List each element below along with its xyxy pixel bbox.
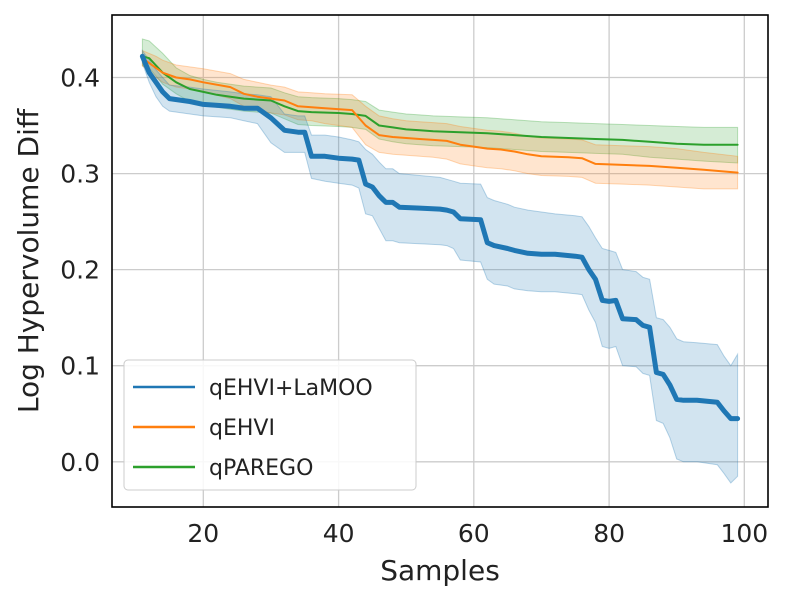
legend-label-qehvi-lamoo: qEHVI+LaMOO xyxy=(209,376,373,401)
line-qparego xyxy=(141,55,739,146)
x-tick-label: 100 xyxy=(720,519,768,548)
x-tick-label: 40 xyxy=(323,519,355,548)
line-qehvi-lamoo xyxy=(139,53,741,422)
x-tick-label: 60 xyxy=(458,519,490,548)
y-tick-labels: 0.0 0.1 0.2 0.3 0.4 xyxy=(60,64,100,477)
line-qehvi xyxy=(141,57,739,174)
x-tick-labels: 20 40 60 80 100 xyxy=(187,519,768,548)
x-tick-label: 20 xyxy=(187,519,219,548)
legend-label-qehvi: qEHVI xyxy=(209,416,275,441)
plot-frame xyxy=(111,14,769,508)
band-qehvi xyxy=(141,49,739,190)
y-tick-label: 0.1 xyxy=(60,352,100,381)
y-tick-label: 0.3 xyxy=(60,160,100,189)
x-tick-label: 80 xyxy=(593,519,625,548)
legend-box xyxy=(123,359,417,491)
y-axis-label: Log Hypervolume Diff xyxy=(12,108,45,413)
confidence-bands xyxy=(141,38,739,484)
y-tick-label: 0.2 xyxy=(60,256,100,285)
band-qparego xyxy=(141,38,739,164)
band-qehvi-lamoo xyxy=(141,49,739,484)
legend-label-qparego: qPAREGO xyxy=(209,456,313,481)
x-axis-label: Samples xyxy=(380,554,500,587)
legend: qEHVI+LaMOO qEHVI qPAREGO xyxy=(123,359,417,491)
y-tick-label: 0.4 xyxy=(60,64,100,93)
y-tick-label: 0.0 xyxy=(60,448,100,477)
series-lines xyxy=(139,53,741,422)
